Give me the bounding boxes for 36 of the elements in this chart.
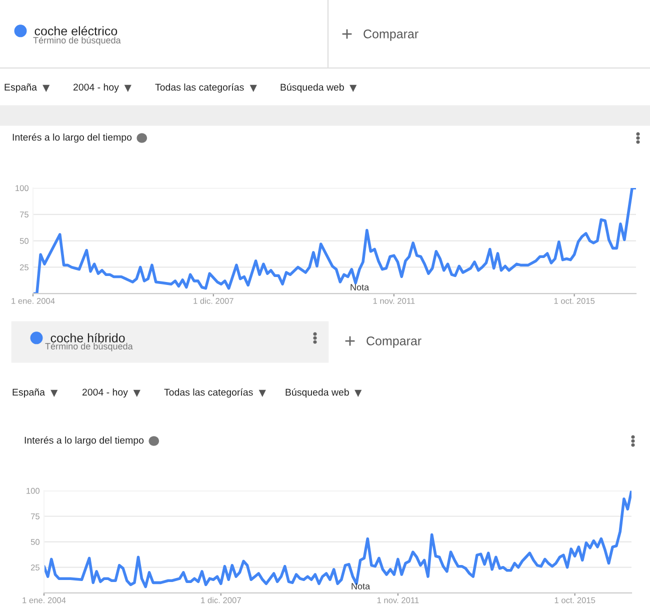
text: Comparar	[366, 336, 422, 348]
x-tick-label: 1 oct. 2015	[554, 597, 596, 604]
y-tick-label: 25	[20, 264, 28, 270]
text: España	[4, 84, 37, 93]
y-tick-label: 50	[20, 238, 29, 244]
text: 2004 - hoy	[73, 83, 119, 93]
text: Búsqueda web	[280, 83, 344, 93]
x-tick-label: 1 nov. 2011	[377, 597, 419, 604]
text: Comparar	[364, 30, 418, 41]
text: Todas las categorías	[155, 83, 244, 93]
y-tick-label: 75	[20, 212, 28, 218]
text: España	[12, 388, 45, 398]
text: Todas las categorías	[164, 388, 253, 398]
x-tick-label: 1 ene. 2004	[22, 597, 66, 604]
x-tick-label: 1 dic. 2007	[194, 298, 234, 304]
y-tick-label: 75	[30, 514, 40, 520]
text: Término de búsqueda	[33, 36, 121, 46]
x-tick-label: 1 dic. 2007	[201, 597, 241, 604]
x-tick-label: 1 nov. 2011	[373, 298, 415, 304]
line-series	[44, 490, 632, 588]
annotation: Nota	[352, 583, 370, 590]
legend-label: coche híbrido	[50, 333, 125, 342]
y-tick-label: 100	[26, 488, 40, 494]
y-tick-label: 100	[16, 185, 29, 192]
annotation: Nota	[350, 284, 370, 290]
text: Búsqueda web	[286, 388, 349, 398]
legend-label: coche eléctrico	[34, 26, 118, 36]
chart-title: Interés a lo largo del tiempo	[12, 133, 132, 143]
line-series	[33, 188, 636, 294]
chart-title: Interés a lo largo del tiempo	[24, 436, 144, 446]
text: Término de búsqueda	[45, 342, 133, 352]
x-tick-label: 1 ene. 2004	[12, 298, 55, 304]
x-tick-label: 1 oct. 2015	[554, 298, 595, 304]
text: 2004 - hoy	[82, 388, 128, 398]
y-tick-label: 50	[30, 539, 40, 545]
y-tick-label: 25	[30, 564, 40, 570]
